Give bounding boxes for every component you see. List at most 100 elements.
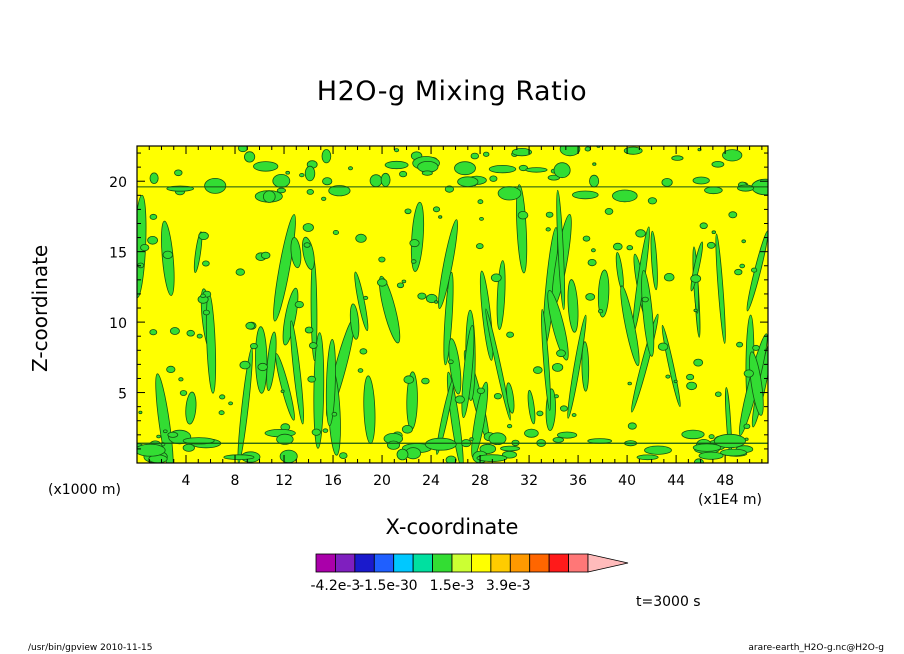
anomaly-spot <box>476 387 485 394</box>
anomaly-spot <box>285 170 291 175</box>
colorbar-swatch <box>568 553 589 573</box>
anomaly-spot <box>425 293 438 304</box>
anomaly-top-band <box>204 177 227 194</box>
anomaly-spot <box>556 349 566 358</box>
x-tick-label: 24 <box>422 473 440 489</box>
anomaly-spot <box>434 300 439 304</box>
anomaly-plume <box>313 332 325 449</box>
colorbar-label: 1.5e-3 <box>430 578 475 594</box>
anomaly-spot <box>149 329 158 336</box>
anomaly-bottom-band <box>424 437 457 451</box>
anomaly-top-band <box>623 146 643 155</box>
anomaly-spot <box>626 245 634 251</box>
x-tick-label: 36 <box>569 473 587 489</box>
colorbar-swatch <box>509 553 531 573</box>
anomaly-plume <box>547 289 569 361</box>
footer-left: /usr/bin/gpview 2010-11-15 <box>28 643 153 653</box>
anomaly-plume <box>193 231 203 273</box>
anomaly-bottom-band <box>223 454 255 461</box>
anomaly-plume <box>275 353 295 421</box>
anomaly-spot <box>186 329 195 337</box>
anomaly-spot <box>661 177 673 187</box>
anomaly-plume <box>581 341 590 392</box>
anomaly-plume <box>567 314 587 419</box>
y-axis-unit: (x1000 m) <box>48 482 121 498</box>
anomaly-top-band <box>692 176 710 185</box>
y-tick-label: 5 <box>118 387 127 403</box>
anomaly-plume <box>410 201 425 272</box>
anomaly-top-band <box>553 162 571 179</box>
anomaly-spot <box>417 292 427 300</box>
anomaly-bottom-band <box>488 432 507 446</box>
anomaly-plume <box>282 287 299 346</box>
anomaly-spot <box>560 405 568 412</box>
colorbar-labels: -4.2e-3-1.5e-3 0 1.5e-3 3.9e-3 <box>310 578 530 594</box>
anomaly-spot <box>421 377 430 385</box>
anomaly-spot <box>404 208 412 215</box>
y-tick-label: 10 <box>109 316 127 332</box>
anomaly-spot <box>218 410 225 416</box>
x-axis: 4 8 12 16 20 24 28 32 36 40 44 48 <box>148 146 763 489</box>
anomaly-spot <box>582 235 591 242</box>
anomaly-top-band <box>704 186 723 195</box>
anomaly-spot <box>179 390 188 396</box>
anomaly-spot <box>347 166 353 171</box>
anomaly-spot <box>444 185 454 193</box>
anomaly-plume <box>185 391 197 425</box>
anomaly-spot <box>261 251 271 260</box>
anomaly-spot <box>597 309 604 314</box>
anomaly-spot <box>686 373 695 381</box>
anomaly-spot <box>302 223 314 232</box>
anomaly-spot <box>493 393 502 400</box>
anomaly-spot <box>584 146 591 152</box>
anomaly-spot <box>235 268 246 276</box>
anomaly-spot <box>322 177 333 186</box>
anomaly-spot <box>708 434 715 440</box>
plot-frame <box>136 145 769 464</box>
anomaly-plume <box>349 303 360 340</box>
anomaly-spot <box>196 333 203 339</box>
colorbar-label: -4.2e-3 <box>310 578 360 594</box>
anomaly-spot <box>545 227 551 232</box>
anomaly-bottom-band <box>500 445 521 452</box>
anomaly-bottom-band <box>713 433 746 449</box>
anomaly-spot <box>470 152 479 160</box>
anomaly-spot <box>612 242 623 251</box>
anomaly-spot <box>728 211 738 219</box>
anomaly-top-band <box>737 184 755 192</box>
anomaly-spot <box>714 391 722 397</box>
colorbar-swatch <box>354 553 375 573</box>
anomaly-spot <box>706 241 716 249</box>
x-axis-unit: (x1E4 m) <box>698 492 762 508</box>
anomaly-spot <box>377 278 388 287</box>
anomaly-top-band <box>253 161 279 172</box>
anomaly-spot <box>303 242 311 248</box>
colorbar-end-arrow <box>587 553 629 573</box>
anomaly-top-band <box>276 187 286 194</box>
anomaly-spot <box>506 423 513 429</box>
x-tick-label: 48 <box>716 473 734 489</box>
anomaly-top-band <box>589 174 600 188</box>
colorbar <box>315 553 629 573</box>
colorbar-swatch <box>451 553 472 573</box>
anomaly-spot <box>200 293 206 298</box>
anomaly-spot <box>355 233 367 243</box>
anomaly-spot <box>409 239 420 248</box>
anomaly-spot <box>401 279 407 284</box>
colorbar-label: -1.5e-3 <box>359 578 409 594</box>
anomaly-plume <box>715 233 726 344</box>
anomaly-spot <box>693 308 698 313</box>
anomaly-top-band <box>722 149 743 162</box>
anomaly-spot <box>280 389 285 393</box>
anomaly-spot <box>447 359 454 365</box>
heatmap-anomaly-layer <box>137 146 768 463</box>
anomaly-top-band <box>454 161 476 176</box>
anomaly-spot <box>294 300 304 309</box>
x-tick-label: 16 <box>324 473 342 489</box>
anomaly-top-band <box>559 146 581 157</box>
anomaly-top-band <box>328 185 351 197</box>
anomaly-spot <box>532 366 543 374</box>
anomaly-spot <box>635 229 646 238</box>
anomaly-spot <box>604 207 614 215</box>
x-tick-label: 44 <box>667 473 685 489</box>
